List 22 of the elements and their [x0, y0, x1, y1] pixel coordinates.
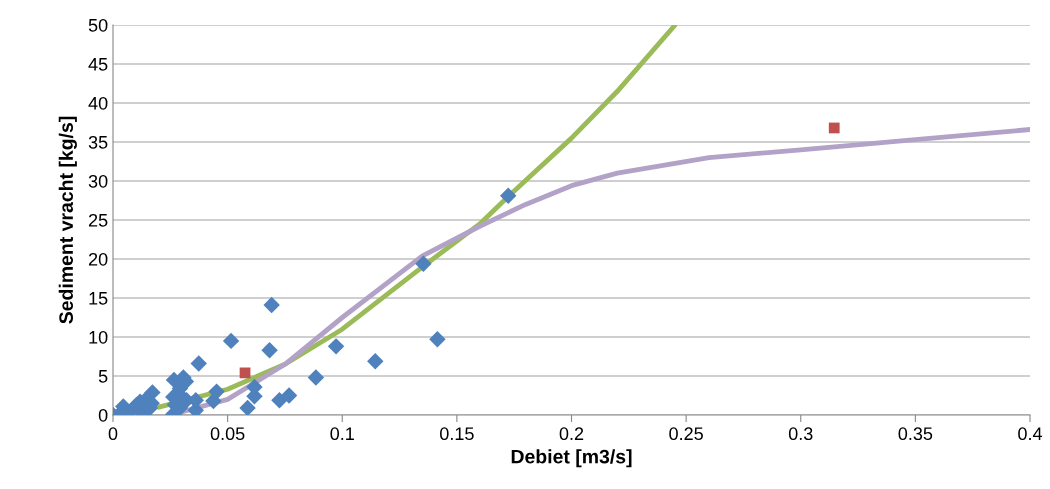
y-axis-title: Sediment vracht [kg/s] [58, 116, 77, 324]
x-tick-label: 0.15 [440, 427, 474, 441]
y-tick-label: 40 [88, 96, 108, 110]
y-tick-label: 15 [89, 292, 108, 305]
y-tick-label: 10 [89, 330, 108, 344]
y-tick-label: 50 [88, 18, 108, 32]
y-tick-label: 35 [88, 135, 108, 149]
y-tick-label: 30 [88, 174, 108, 188]
y-tick-label: 20 [88, 252, 108, 266]
x-tick-label: 0.2 [559, 427, 584, 441]
x-tick-label: 0.1 [330, 427, 354, 441]
y-tick-label: 45 [88, 58, 108, 71]
y-tick-label: 25 [88, 213, 108, 227]
y-tick-label: 0 [98, 408, 108, 422]
x-tick-label: 0.3 [788, 427, 813, 441]
x-axis-title: Debiet [m3/s] [511, 449, 632, 468]
x-tick-label: 0.4 [1018, 427, 1043, 441]
x-tick-label: 0.35 [898, 427, 933, 441]
x-tick-label: 0 [108, 427, 118, 441]
y-tick-label: 5 [98, 370, 108, 383]
x-tick-label: 0.25 [669, 427, 703, 441]
x-tick-label: 0.05 [210, 427, 245, 441]
